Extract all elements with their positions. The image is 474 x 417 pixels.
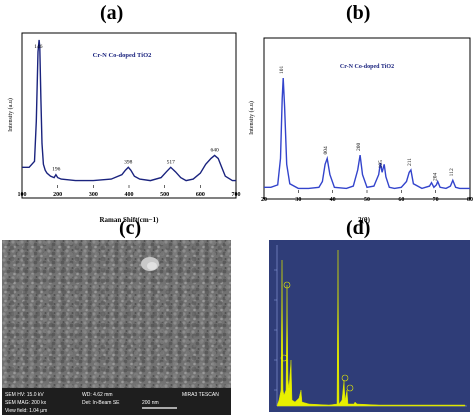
x-tick-label: 600 bbox=[196, 192, 205, 198]
peak-label: 004 bbox=[323, 146, 329, 155]
sem-detector: Det: In-Beam SE bbox=[82, 400, 120, 406]
peak-label: 200 bbox=[356, 143, 362, 152]
peak-label: 640 bbox=[210, 147, 219, 153]
xrd-x-ticks: 20 30 40 50 60 70 80 bbox=[261, 190, 473, 203]
x-tick-label: 300 bbox=[89, 192, 98, 198]
xrd-series-line bbox=[264, 77, 470, 190]
peak-label: 105 bbox=[378, 160, 384, 169]
x-tick-label: 400 bbox=[125, 192, 134, 198]
sem-mag: SEM MAG: 200 kx bbox=[5, 400, 47, 406]
sem-instrument: MIRA3 TESCAN bbox=[182, 392, 219, 398]
sem-info-bar bbox=[2, 388, 231, 415]
xrd-xlabel: 2(θ) bbox=[358, 216, 370, 224]
peak-label: 146 bbox=[34, 44, 43, 50]
x-tick-label: 40 bbox=[330, 197, 336, 203]
raman-series-line bbox=[22, 39, 236, 182]
peak-label: 204 bbox=[432, 172, 438, 181]
sem-view-field: View field: 1.04 µm bbox=[5, 408, 47, 414]
x-tick-label: 70 bbox=[433, 197, 439, 203]
raman-title: Cr-N Co-doped TiO2 bbox=[93, 52, 152, 59]
eds-peaks bbox=[276, 249, 466, 407]
panel-label-d: (d) bbox=[346, 217, 371, 239]
xrd-peak-labels: 101 004 200 105 211 204 112 bbox=[279, 66, 455, 181]
panel-label-a: (a) bbox=[100, 2, 124, 24]
peak-label: 517 bbox=[167, 159, 176, 165]
x-tick-label: 50 bbox=[364, 197, 370, 203]
raman-chart: Cr-N Co-doped TiO2 Intensity (a.u) Raman… bbox=[7, 32, 241, 224]
raman-xlabel: Raman Shift(cm−1) bbox=[99, 216, 159, 224]
sem-hv: SEM HV: 15.0 kV bbox=[5, 392, 44, 398]
peak-label: 101 bbox=[279, 66, 285, 75]
panel-label-b: (b) bbox=[346, 2, 371, 24]
xrd-ylabel: Intensity (a.u) bbox=[248, 101, 255, 135]
panel-label-c: (c) bbox=[119, 217, 142, 239]
x-tick-label: 500 bbox=[160, 192, 169, 198]
eds-spectrum bbox=[269, 240, 470, 412]
peak-label: 398 bbox=[124, 159, 133, 165]
x-tick-label: 60 bbox=[398, 197, 404, 203]
xrd-plot-frame bbox=[263, 37, 471, 200]
xrd-title: Cr-N Co-doped TiO2 bbox=[340, 64, 394, 70]
x-tick-label: 20 bbox=[261, 197, 267, 203]
sem-scale-label: 200 nm bbox=[142, 400, 159, 406]
raman-x-ticks: 100 200 300 400 500 600 700 bbox=[18, 185, 241, 198]
sem-micrograph: SEM HV: 15.0 kV WD: 4.62 mm MIRA3 TESCAN… bbox=[2, 240, 231, 415]
sem-texture: SEM HV: 15.0 kV WD: 4.62 mm MIRA3 TESCAN… bbox=[2, 240, 231, 415]
sem-wd: WD: 4.62 mm bbox=[82, 392, 113, 398]
xrd-chart: Cr-N Co-doped TiO2 Intensity (a.u) 2(θ) … bbox=[248, 37, 473, 224]
x-tick-label: 30 bbox=[295, 197, 301, 203]
eds-plot bbox=[274, 245, 467, 407]
x-tick-label: 700 bbox=[232, 192, 241, 198]
raman-plot-frame bbox=[21, 32, 237, 199]
peak-label: 112 bbox=[449, 168, 455, 176]
figure-charts: Cr-N Co-doped TiO2 Intensity (a.u) Raman… bbox=[7, 32, 473, 224]
x-tick-label: 80 bbox=[467, 197, 473, 203]
x-tick-label: 100 bbox=[18, 192, 27, 198]
raman-peak-labels: 146 196 398 517 640 bbox=[34, 44, 219, 173]
raman-ylabel: Intensity (a.u) bbox=[7, 98, 14, 132]
x-tick-label: 200 bbox=[53, 192, 62, 198]
peak-label: 196 bbox=[52, 167, 61, 173]
peak-label: 211 bbox=[407, 158, 413, 166]
